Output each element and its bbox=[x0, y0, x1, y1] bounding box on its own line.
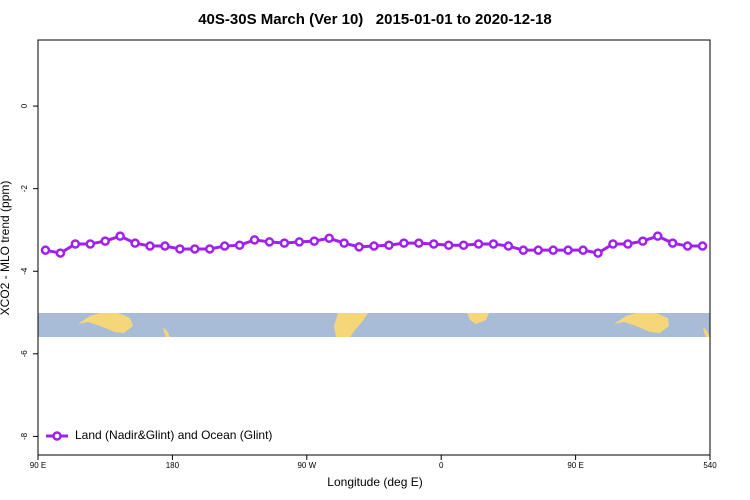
data-point bbox=[160, 241, 170, 251]
plot-frame bbox=[37, 39, 711, 456]
x-tick-label: 180 bbox=[166, 461, 180, 470]
data-point bbox=[204, 244, 215, 254]
x-tick-label: 540 bbox=[703, 461, 717, 470]
data-point bbox=[369, 241, 379, 251]
x-tick-label: 0 bbox=[439, 461, 444, 470]
data-point bbox=[384, 240, 394, 250]
data-point bbox=[518, 245, 529, 255]
data-point bbox=[145, 241, 155, 251]
data-point bbox=[115, 231, 125, 241]
data-point bbox=[70, 239, 81, 249]
data-point bbox=[130, 238, 140, 248]
data-point bbox=[175, 244, 185, 254]
data-point bbox=[533, 245, 544, 255]
data-point bbox=[294, 237, 305, 247]
legend-label: Land (Nadir&Glint) and Ocean (Glint) bbox=[75, 428, 272, 442]
data-point bbox=[339, 238, 349, 248]
data-point bbox=[279, 238, 290, 248]
data-point bbox=[623, 239, 633, 249]
y-tick-label: -6 bbox=[20, 350, 29, 358]
data-point bbox=[55, 248, 66, 258]
data-point bbox=[249, 235, 260, 245]
data-point bbox=[234, 240, 245, 250]
data-point bbox=[488, 239, 499, 249]
data-point bbox=[324, 233, 334, 243]
x-tick-label: 90 E bbox=[30, 461, 46, 470]
data-point bbox=[443, 240, 454, 250]
data-point bbox=[85, 239, 96, 249]
data-point bbox=[414, 238, 424, 248]
data-point bbox=[100, 236, 110, 246]
y-tick-label: -2 bbox=[20, 185, 29, 193]
legend-marker bbox=[52, 431, 62, 441]
data-point bbox=[593, 248, 603, 258]
data-point bbox=[219, 241, 230, 251]
y-tick-label: 0 bbox=[20, 103, 29, 108]
data-point bbox=[667, 238, 678, 248]
data-point bbox=[548, 245, 558, 255]
data-point bbox=[563, 245, 573, 255]
data-point bbox=[40, 245, 51, 255]
data-point bbox=[697, 241, 708, 251]
data-point bbox=[264, 237, 275, 247]
map-strip bbox=[38, 313, 710, 337]
x-tick-label: 90 E bbox=[567, 461, 583, 470]
data-point bbox=[503, 241, 514, 251]
y-tick-label: -4 bbox=[20, 267, 29, 275]
data-point bbox=[652, 231, 663, 241]
y-tick-label: -8 bbox=[20, 432, 29, 440]
data-point bbox=[578, 245, 588, 255]
data-point bbox=[428, 239, 439, 249]
x-axis-label: Longitude (deg E) bbox=[327, 475, 422, 489]
x-tick-label: 90 W bbox=[297, 461, 316, 470]
data-point bbox=[682, 241, 693, 251]
data-point bbox=[354, 242, 364, 252]
data-point bbox=[190, 244, 200, 254]
chart-title: 40S-30S March (Ver 10) 2015-01-01 to 202… bbox=[198, 11, 552, 28]
data-point bbox=[458, 240, 469, 250]
data-point bbox=[638, 236, 648, 246]
data-point bbox=[608, 239, 618, 249]
data-point bbox=[473, 239, 484, 249]
data-point bbox=[399, 238, 409, 248]
data-point bbox=[309, 236, 320, 246]
y-axis-label: XCO2 - MLO trend (ppm) bbox=[0, 181, 12, 316]
